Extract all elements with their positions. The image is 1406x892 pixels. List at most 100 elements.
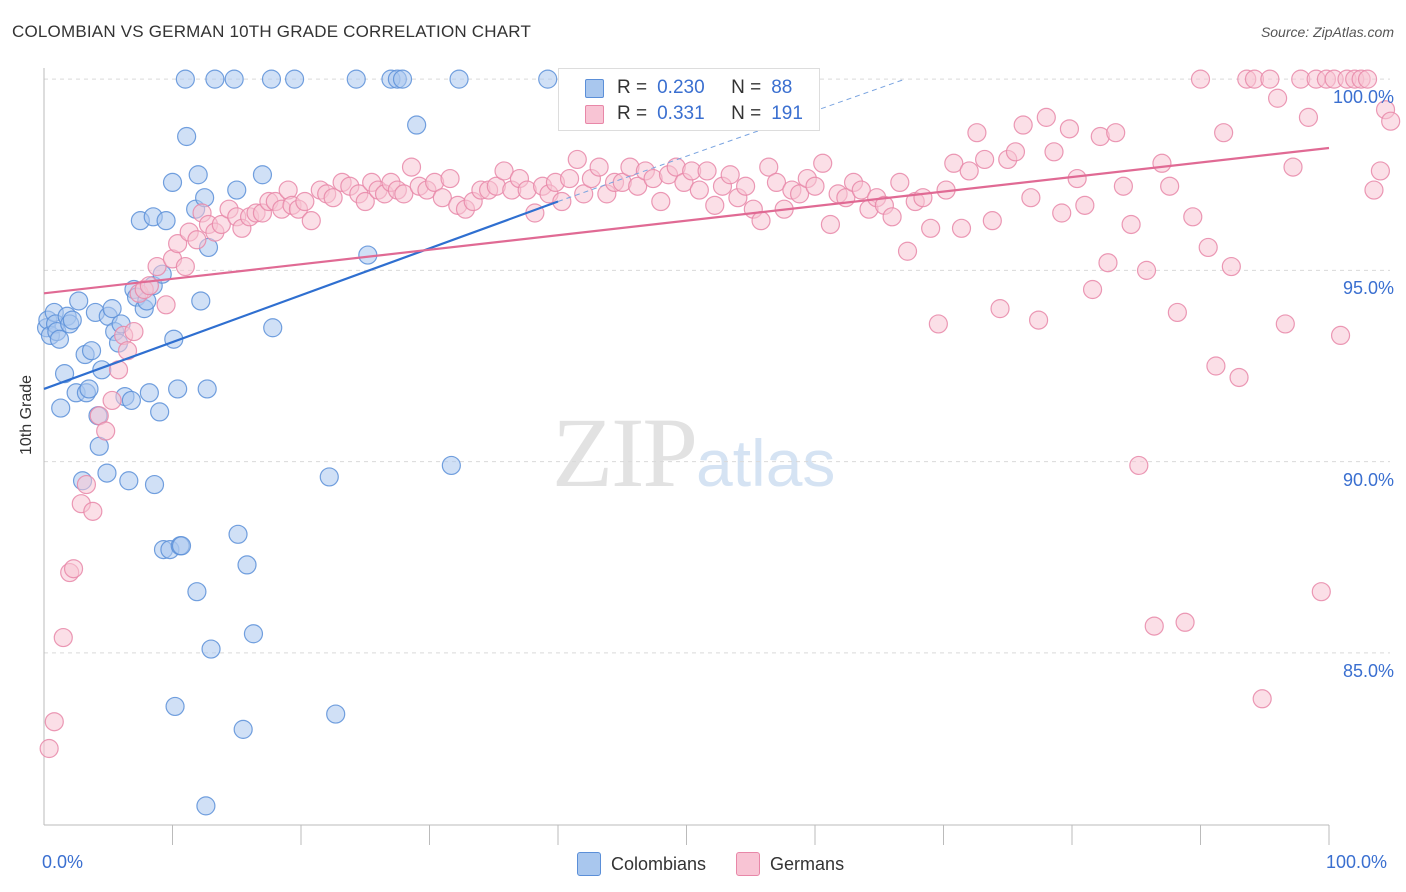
data-point — [990, 299, 1010, 319]
data-point — [39, 738, 59, 759]
data-point — [1190, 69, 1211, 89]
data-point — [284, 69, 305, 89]
data-point — [494, 161, 514, 181]
data-point — [150, 402, 170, 422]
data-point — [805, 176, 825, 196]
data-point — [913, 188, 933, 208]
data-point — [1106, 123, 1126, 143]
data-point — [323, 188, 343, 208]
data-point — [449, 69, 469, 89]
data-point — [697, 161, 717, 181]
data-point — [1113, 176, 1134, 196]
data-point — [187, 582, 207, 602]
germans-legend-swatch — [736, 852, 761, 876]
data-point — [567, 149, 587, 170]
data-point — [813, 153, 833, 173]
data-point — [882, 207, 902, 227]
n-value: 88 — [771, 77, 793, 98]
colombians-trend-line — [43, 200, 559, 390]
data-point — [162, 172, 183, 192]
data-point — [326, 704, 346, 724]
data-point — [1005, 142, 1026, 162]
data-point — [227, 180, 247, 200]
series-legend: Colombians Germans — [577, 852, 874, 876]
axes — [43, 68, 1330, 845]
data-point — [975, 149, 995, 170]
colombians-swatch — [585, 78, 604, 98]
data-point — [628, 176, 648, 196]
r-label: R = — [617, 103, 648, 124]
data-point — [147, 256, 167, 277]
source-label: Source: ZipAtlas.com — [1260, 24, 1394, 40]
y-axis-label: 10th Grade — [18, 374, 35, 455]
colombians-points — [36, 69, 558, 816]
n-label: N = — [731, 103, 762, 124]
germans-points — [39, 69, 1401, 759]
data-point — [165, 696, 185, 717]
chart-title: COLOMBIAN VS GERMAN 10TH GRADE CORRELATI… — [12, 22, 532, 41]
data-point — [175, 256, 195, 277]
data-point — [96, 421, 116, 441]
colombians-trend-extension — [557, 78, 906, 202]
data-point — [1013, 115, 1033, 135]
data-point — [51, 398, 71, 418]
data-point — [1214, 123, 1234, 143]
data-point — [1028, 310, 1049, 330]
data-point — [589, 157, 609, 177]
data-point — [1229, 367, 1249, 388]
y-tick-label: 90.0% — [1342, 469, 1394, 490]
data-point — [1283, 157, 1303, 177]
legend-label: Germans — [770, 853, 845, 874]
data-point — [951, 218, 972, 238]
trend-lines — [43, 78, 1330, 390]
data-point — [1330, 325, 1351, 345]
data-point — [196, 796, 216, 816]
data-point — [820, 214, 841, 235]
data-point — [346, 69, 366, 89]
r-value: 0.230 — [657, 77, 705, 98]
data-point — [171, 536, 192, 556]
data-point — [921, 218, 941, 238]
data-point — [1298, 107, 1319, 127]
data-point — [62, 310, 82, 330]
data-point — [1036, 107, 1056, 127]
data-point — [205, 69, 225, 89]
data-point — [851, 180, 871, 200]
data-point — [766, 172, 787, 192]
data-point — [54, 364, 75, 384]
data-point — [81, 341, 102, 361]
data-point — [441, 455, 461, 476]
stats-row-germans: R = 0.331 N = 191 — [585, 102, 803, 126]
data-point — [53, 627, 73, 648]
y-tick-label: 100.0% — [1332, 87, 1394, 108]
n-label: N = — [731, 77, 762, 98]
r-label: R = — [617, 77, 648, 98]
data-point — [168, 379, 188, 399]
data-point — [1206, 356, 1226, 376]
data-point — [139, 383, 159, 403]
data-point — [117, 341, 138, 361]
data-point — [897, 241, 918, 261]
data-point — [1357, 69, 1378, 89]
data-point — [102, 390, 122, 411]
data-point — [83, 501, 103, 521]
legend-label: Colombians — [611, 853, 707, 874]
germans-trend-line — [43, 146, 1330, 295]
y-tick-label: 85.0% — [1342, 660, 1394, 681]
data-point — [1175, 612, 1195, 632]
data-point — [175, 69, 195, 89]
data-point — [237, 555, 257, 575]
data-point — [201, 639, 221, 659]
data-point — [211, 214, 231, 235]
data-point — [751, 211, 771, 231]
data-point — [69, 291, 89, 311]
data-point — [559, 168, 580, 189]
data-point — [319, 467, 339, 487]
data-point — [392, 69, 413, 89]
data-point — [1198, 237, 1218, 258]
legend-item-colombians[interactable]: Colombians — [577, 852, 706, 876]
legend-item-germans[interactable]: Germans — [736, 852, 844, 876]
data-point — [1160, 176, 1180, 196]
data-point — [102, 299, 122, 319]
